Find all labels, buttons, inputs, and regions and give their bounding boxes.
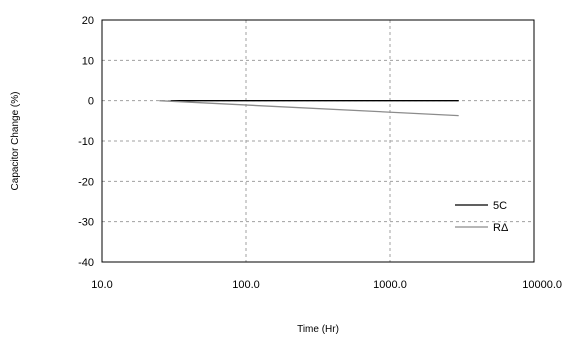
plot-frame: [101, 19, 535, 263]
y-tick-label: -20: [78, 176, 94, 188]
y-tick-label: -30: [78, 217, 94, 229]
tick-labels: 20 10 0 -10 -20 -30 -40 10.0 100.0 1000.0 10000.0: [78, 15, 562, 291]
x-tick-label: 10000.0: [522, 279, 562, 291]
y-axis-title: Capacitor Change (%): [10, 92, 21, 191]
y-tick-label: 0: [88, 96, 94, 108]
legend-label-0: 5C: [493, 200, 507, 212]
series-lines: [159, 100, 459, 117]
series-line-1: [159, 100, 459, 117]
legend: 5C RΔ: [455, 200, 509, 234]
x-axis-title: Time (Hr): [297, 324, 339, 335]
y-tick-label: 10: [82, 55, 94, 67]
y-tick-label: -10: [78, 136, 94, 148]
x-tick-label: 10.0: [91, 279, 112, 291]
x-tick-label: 100.0: [232, 279, 260, 291]
x-tick-label: 1000.0: [373, 279, 407, 291]
legend-label-1: RΔ: [493, 222, 509, 234]
y-tick-label: 20: [82, 15, 94, 27]
y-tick-label: -40: [78, 257, 94, 269]
